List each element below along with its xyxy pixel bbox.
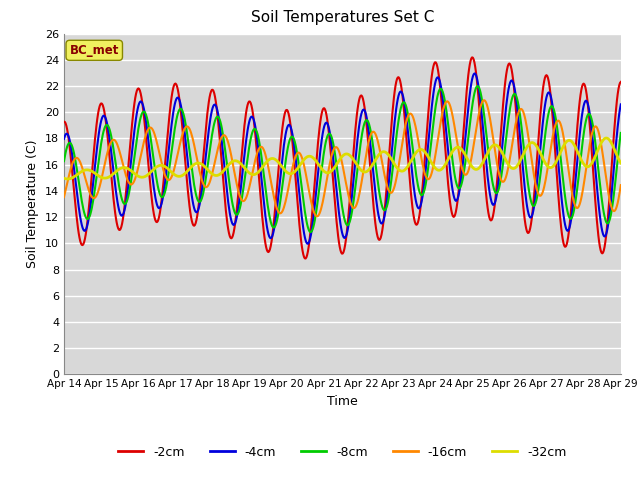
Legend: -2cm, -4cm, -8cm, -16cm, -32cm: -2cm, -4cm, -8cm, -16cm, -32cm: [113, 441, 572, 464]
Y-axis label: Soil Temperature (C): Soil Temperature (C): [26, 140, 39, 268]
Title: Soil Temperatures Set C: Soil Temperatures Set C: [251, 11, 434, 25]
Text: BC_met: BC_met: [70, 44, 119, 57]
X-axis label: Time: Time: [327, 395, 358, 408]
